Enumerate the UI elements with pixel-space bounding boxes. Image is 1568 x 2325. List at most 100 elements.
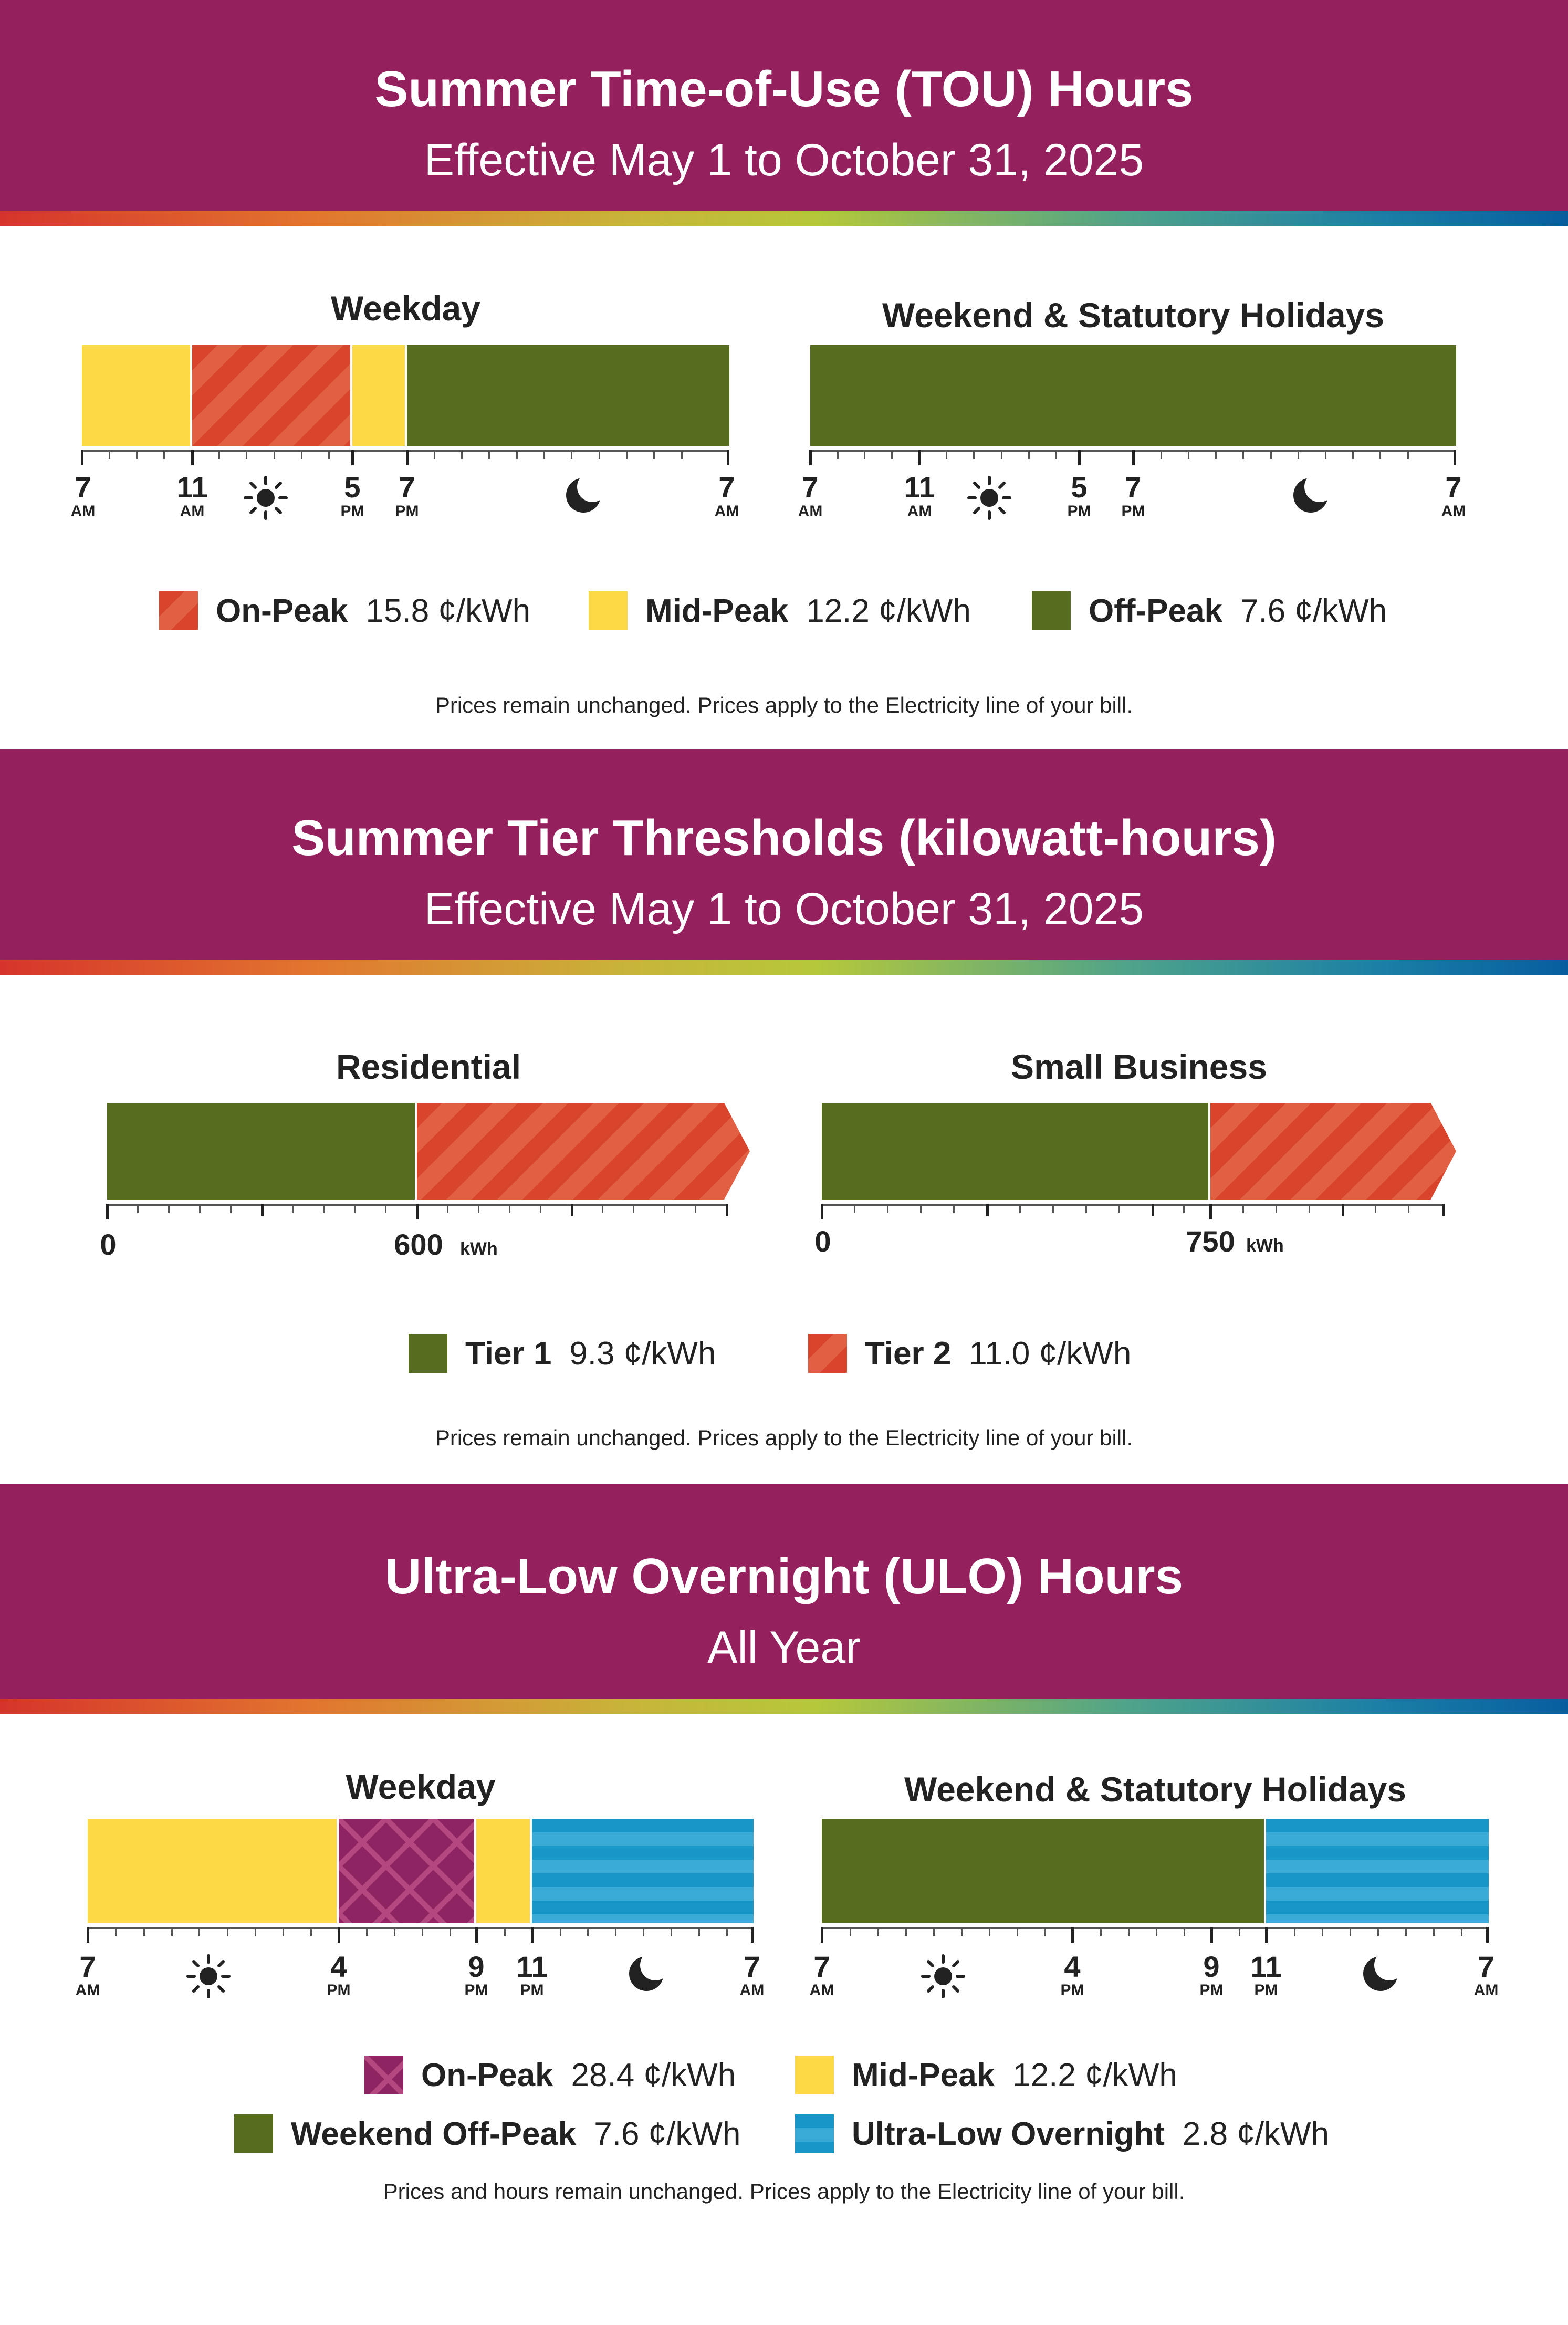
tier-small-business-tick	[821, 1204, 823, 1219]
ulo-weekday-tick	[171, 1927, 173, 1936]
tou-weekday-tick	[109, 450, 110, 459]
tou-legend-on-peak: On-Peak 15.8 ¢/kWh	[159, 590, 530, 632]
tier-small-business-tick	[920, 1204, 922, 1213]
tier-residential-tick	[726, 1204, 728, 1216]
ulo-weekday-tick	[475, 1927, 478, 1943]
tier-small-business-tick	[1052, 1204, 1054, 1213]
ulo-weekday-tick	[726, 1927, 728, 1936]
ulo-weekday-tick	[87, 1927, 89, 1943]
tier-residential-tick	[478, 1204, 479, 1213]
ulo-weekday-tick-ampm: PM	[327, 1982, 351, 1999]
crescent-moon-icon	[1361, 1950, 1405, 1996]
tou-weekend-tick	[973, 450, 975, 459]
tou-banner: Summer Time-of-Use (TOU) Hours Effective…	[0, 0, 1568, 211]
tier-small-business-tick	[1209, 1204, 1212, 1219]
tier-residential-tier2-segment	[417, 1103, 750, 1200]
tou-weekend-tick	[1270, 450, 1272, 459]
tou-weekday-tick	[543, 450, 545, 459]
tier-residential-tick	[633, 1204, 634, 1213]
tier-residential-label: Residential	[336, 1047, 521, 1086]
tier-title: Summer Tier Thresholds (kilowatt-hours)	[291, 810, 1277, 866]
tou-weekday-tick	[434, 450, 435, 459]
tier-small-business-tick	[953, 1204, 955, 1213]
tou-weekday-tick-num: 7	[718, 471, 735, 504]
ulo-weekday-tick	[227, 1927, 228, 1936]
ulo-weekend-tick-num: 9	[1203, 1950, 1220, 1983]
tou-weekday-tick-num: 5	[344, 471, 361, 504]
tou-legend-off-peak: Off-Peak 7.6 ¢/kWh	[1032, 590, 1387, 632]
tier-residential-tick	[106, 1204, 109, 1219]
ulo-weekend-tick	[1100, 1927, 1102, 1936]
ulo-weekend-tick	[1294, 1927, 1295, 1936]
tier-small-business-tier2-segment	[1210, 1103, 1456, 1200]
tou-weekday-tick-num: 11	[176, 471, 208, 504]
tou-weekend-tick-ampm: PM	[1067, 503, 1091, 520]
ulo-weekend-tick	[1210, 1927, 1213, 1943]
ulo-weekend-tick	[1184, 1927, 1185, 1936]
ulo-weekend-tick-ampm: AM	[809, 1982, 834, 1999]
ulo-weekday-tick	[504, 1927, 506, 1936]
ulo-rainbow-stripe	[0, 1699, 1568, 1714]
legend-price: 2.8 ¢/kWh	[1182, 2115, 1330, 2152]
ulo-weekend-tick	[1461, 1927, 1462, 1936]
ulo-legend-ultra-low-overnight: Ultra-Low Overnight 2.8 ¢/kWh	[795, 2113, 1329, 2155]
legend-name: Ultra-Low Overnight	[852, 2115, 1165, 2152]
tou-weekday-tick	[461, 450, 463, 459]
ulo-weekend-tick	[1405, 1927, 1407, 1936]
tou-rainbow-stripe	[0, 211, 1568, 226]
ulo-weekday-tick	[283, 1927, 284, 1936]
ulo-banner: Ultra-Low Overnight (ULO) Hours All Year	[0, 1484, 1568, 1699]
tier-residential-tick	[602, 1204, 603, 1213]
tou-weekend-tick	[809, 450, 812, 465]
ulo-weekend-tick	[1017, 1927, 1018, 1936]
tou-weekend-tick	[1298, 450, 1299, 459]
tou-weekday-tick	[301, 450, 302, 459]
ulo-weekend-tick	[1486, 1927, 1489, 1943]
tier-small-business-start-label: 0	[814, 1225, 831, 1258]
tier-small-business-tick	[887, 1204, 888, 1213]
tier-residential-tick	[354, 1204, 356, 1213]
ulo-weekend-tick	[1377, 1927, 1379, 1936]
tou-weekend-tick-ampm: AM	[1441, 503, 1466, 520]
tier-small-business-tick	[1375, 1204, 1376, 1213]
ulo-weekend-tick-ampm: PM	[1060, 1982, 1084, 1999]
legend-name: On-Peak	[421, 2057, 553, 2093]
tier1-swatch	[409, 1334, 447, 1373]
ulo-weekend-segment-ultra-low-overnight	[1266, 1819, 1489, 1923]
tier-residential-tick	[695, 1204, 696, 1213]
ulo-weekday-tick	[531, 1927, 534, 1943]
tier-residential-tick	[509, 1204, 510, 1213]
legend-name: Weekend Off-Peak	[291, 2115, 577, 2152]
ulo-weekday-tick-ampm: PM	[520, 1982, 544, 1999]
tou-weekend-tick	[1215, 450, 1217, 459]
ulo-legend-on-peak: On-Peak 28.4 ¢/kWh	[364, 2054, 736, 2096]
ulo-weekday-tick	[671, 1927, 672, 1936]
tou-weekend-tick	[864, 450, 865, 459]
tou-weekday-tick	[488, 450, 490, 459]
tou-weekend-tick	[1325, 450, 1326, 459]
ulo-weekday-tick-ampm: AM	[75, 1982, 100, 1999]
ulo-title: Ultra-Low Overnight (ULO) Hours	[385, 1548, 1183, 1604]
tou-weekday-tick	[516, 450, 518, 459]
tou-weekend-tick-ampm: AM	[798, 503, 823, 520]
tier-residential-tick	[540, 1204, 541, 1213]
tier-small-business-axis	[822, 1204, 1445, 1206]
crescent-moon-icon	[1291, 472, 1335, 518]
ulo-note: Prices and hours remain unchanged. Price…	[383, 2179, 1185, 2204]
tou-weekday-tick-ampm: AM	[70, 503, 96, 520]
ulo-weekday-tick-num: 9	[468, 1950, 485, 1983]
ulo-weekend-tick-num: 4	[1064, 1950, 1081, 1983]
tou-weekday-tick	[163, 450, 165, 459]
tier-residential-tick	[447, 1204, 448, 1213]
ulo-weekend-tick	[1128, 1927, 1130, 1936]
ulo-weekday-tick	[643, 1927, 644, 1936]
tou-weekday-tick	[218, 450, 220, 459]
tou-weekend-tick-num: 7	[1445, 471, 1462, 504]
tier-small-business-tick	[1085, 1204, 1087, 1213]
ulo-weekday-tick	[255, 1927, 256, 1936]
tier-small-business-tick	[1276, 1204, 1277, 1213]
ulo-weekday-segment-ultra-low-overnight	[532, 1819, 754, 1923]
ulo-weekday-tick	[751, 1927, 754, 1943]
tier-small-business-tick	[854, 1204, 855, 1213]
tier-residential-tick	[292, 1204, 294, 1213]
